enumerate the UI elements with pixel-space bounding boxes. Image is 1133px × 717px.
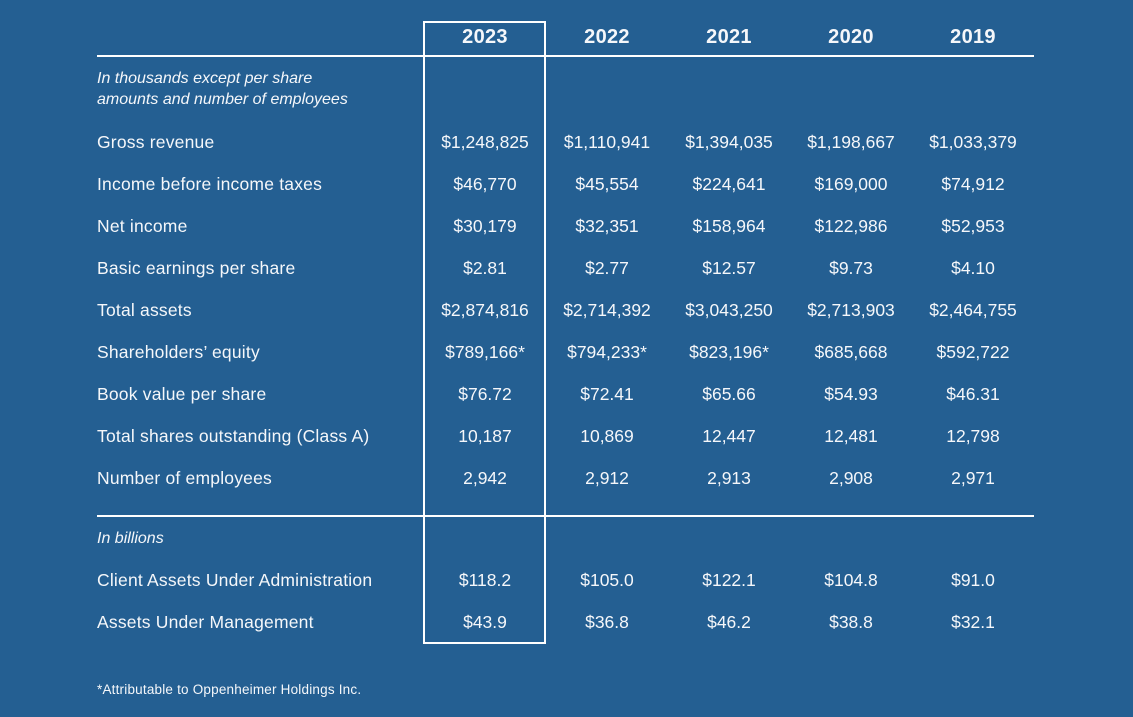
row-label: Income before income taxes [97, 173, 323, 194]
row-value-2022: $2,714,392 [563, 299, 651, 320]
row-value-2023: $2.81 [463, 257, 507, 278]
row-value-2020: $1,198,667 [807, 131, 895, 152]
row-value-2023: $118.2 [458, 569, 512, 590]
year-header-2022: 2022 [584, 26, 630, 48]
row-value-2022: $1,110,941 [563, 131, 651, 152]
section-divider-line [97, 515, 1034, 517]
row-value-2022: 10,869 [580, 425, 634, 446]
row-value-2023: 2,942 [463, 467, 507, 488]
unit-note-line-1: In thousands except per share [97, 70, 313, 87]
row-value-2022: $72.41 [580, 383, 634, 404]
row-label: Book value per share [97, 383, 267, 404]
row-value-2019: $4.10 [951, 257, 995, 278]
row-value-2022: $32,351 [575, 215, 639, 236]
row-label: Gross revenue [97, 131, 215, 152]
unit-note-line-2: amounts and number of employees [97, 91, 348, 108]
year-header-row: 2023 2022 2021 2020 2019 [97, 0, 1034, 57]
table-row-thousands-1: Income before income taxes $46,770 $45,554… [97, 163, 1034, 205]
row-label: Total shares outstanding (Class A) [97, 425, 370, 446]
table-row-thousands-7: Total shares outstanding (Class A) 10,187… [97, 415, 1034, 457]
row-value-2020: $169,000 [814, 173, 888, 194]
row-value-2019: 12,798 [946, 425, 1000, 446]
row-value-2019: $46.31 [946, 383, 1000, 404]
row-value-2023: $43.9 [463, 611, 507, 632]
row-value-2019: 2,971 [951, 467, 995, 488]
row-value-2020: $38.8 [829, 611, 873, 632]
row-value-2023: $1,248,825 [441, 131, 529, 152]
row-label: Total assets [97, 299, 192, 320]
unit-note: In thousands except per share amounts an… [97, 57, 424, 110]
row-value-2020: 12,481 [824, 425, 878, 446]
table-row-thousands-6: Book value per share $76.72 $72.41 $65.66 $5… [97, 373, 1034, 415]
table-row-thousands-4: Total assets $2,874,816 $2,714,392 $3,043,2… [97, 289, 1034, 331]
row-value-2022: $105.0 [580, 569, 634, 590]
row-value-2019: $74,912 [941, 173, 1005, 194]
row-value-2019: $2,464,755 [929, 299, 1017, 320]
row-value-2022: 2,912 [585, 467, 629, 488]
footnote: *Attributable to Oppenheimer Holdings In… [97, 682, 362, 697]
row-value-2021: $158,964 [692, 215, 766, 236]
table-row-billions-0: Client Assets Under Administration $118.2… [97, 559, 1034, 601]
row-value-2022: $794,233* [567, 341, 647, 362]
row-value-2021: $46.2 [707, 611, 751, 632]
row-value-2021: $3,043,250 [685, 299, 773, 320]
row-value-2021: $122.1 [702, 569, 756, 590]
row-value-2023: $30,179 [453, 215, 517, 236]
row-value-2021: 12,447 [702, 425, 756, 446]
row-label: Basic earnings per share [97, 257, 296, 278]
row-value-2021: $1,394,035 [685, 131, 773, 152]
table-row-billions-1: Assets Under Management $43.9 $36.8 $46.2 $3… [97, 601, 1034, 643]
row-value-2019: $52,953 [941, 215, 1005, 236]
row-value-2023: $2,874,816 [441, 299, 529, 320]
table-row-thousands-3: Basic earnings per share $2.81 $2.77 $12.57… [97, 247, 1034, 289]
row-value-2021: $823,196* [689, 341, 769, 362]
section-gap [97, 499, 1034, 515]
table-row-thousands-0: Gross revenue $1,248,825 $1,110,941 $1,394,… [97, 121, 1034, 163]
row-value-2020: $685,668 [814, 341, 888, 362]
row-label: Shareholders’ equity [97, 341, 260, 362]
row-value-2019: $1,033,379 [929, 131, 1017, 152]
row-value-2022: $45,554 [575, 173, 639, 194]
year-header-2019: 2019 [950, 26, 996, 48]
financial-highlights-table: 2023 2022 2021 2020 2019 In thousands except… [97, 0, 1034, 643]
unit-note-row: In thousands except per share amounts an… [97, 57, 1034, 121]
row-value-2020: 2,908 [829, 467, 873, 488]
row-value-2019: $592,722 [936, 341, 1010, 362]
in-billions-note-row: In billions [97, 517, 1034, 559]
row-label: Client Assets Under Administration [97, 569, 373, 590]
row-value-2021: 2,913 [707, 467, 751, 488]
table-row-thousands-5: Shareholders’ equity $789,166* $794,233* $8… [97, 331, 1034, 373]
row-value-2019: $91.0 [951, 569, 995, 590]
row-value-2020: $122,986 [814, 215, 888, 236]
row-value-2021: $65.66 [702, 383, 756, 404]
row-value-2023: $46,770 [453, 173, 517, 194]
row-label: Assets Under Management [97, 611, 314, 632]
section-in-billions-rows: Client Assets Under Administration $118.2… [97, 559, 1034, 643]
row-value-2023: 10,187 [458, 425, 512, 446]
year-header-2021: 2021 [706, 26, 752, 48]
row-value-2019: $32.1 [951, 611, 995, 632]
table-row-thousands-8: Number of employees 2,942 2,912 2,913 2,908 2… [97, 457, 1034, 499]
row-value-2020: $9.73 [829, 257, 873, 278]
row-value-2020: $54.93 [824, 383, 878, 404]
table-row-thousands-2: Net income $30,179 $32,351 $158,964 $122,986… [97, 205, 1034, 247]
row-label: Number of employees [97, 467, 272, 488]
row-value-2023: $789,166* [445, 341, 525, 362]
row-value-2020: $104.8 [824, 569, 878, 590]
section-in-thousands-rows: Gross revenue $1,248,825 $1,110,941 $1,394,… [97, 121, 1034, 499]
row-value-2022: $36.8 [585, 611, 629, 632]
in-billions-note: In billions [97, 529, 164, 547]
year-header-2023: 2023 [462, 26, 508, 48]
row-label: Net income [97, 215, 188, 236]
row-value-2023: $76.72 [458, 383, 512, 404]
row-value-2021: $224,641 [692, 173, 766, 194]
row-value-2021: $12.57 [702, 257, 756, 278]
row-value-2022: $2.77 [585, 257, 629, 278]
row-value-2020: $2,713,903 [807, 299, 895, 320]
year-header-2020: 2020 [828, 26, 874, 48]
